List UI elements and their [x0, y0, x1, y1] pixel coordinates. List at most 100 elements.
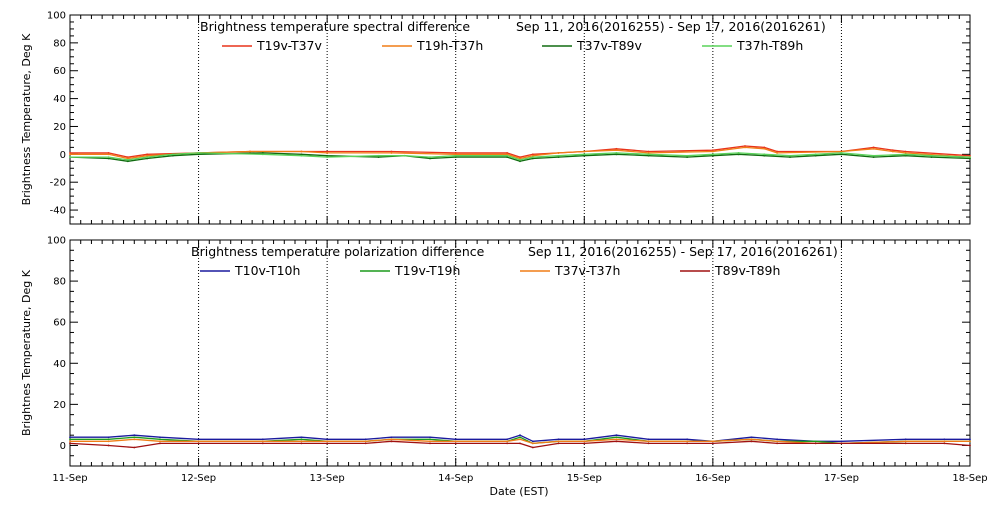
data-point	[506, 153, 509, 156]
data-point	[750, 436, 753, 439]
data-point	[454, 438, 457, 441]
data-point	[69, 442, 71, 445]
data-point	[69, 152, 71, 154]
data-point	[390, 436, 393, 439]
data-point	[776, 442, 779, 445]
data-point	[557, 440, 560, 443]
data-point	[146, 156, 149, 159]
data-point	[647, 442, 650, 445]
data-point	[146, 154, 149, 157]
data-point	[686, 156, 689, 159]
data-point	[519, 156, 521, 159]
data-point	[171, 153, 174, 156]
data-point	[107, 438, 110, 441]
data-point	[126, 157, 129, 160]
y-tick-label: 40	[53, 94, 66, 105]
data-point	[429, 436, 431, 439]
data-point	[454, 152, 457, 154]
data-point	[737, 152, 740, 154]
data-point	[429, 156, 431, 159]
data-point	[390, 152, 393, 154]
data-point	[969, 438, 971, 441]
data-point	[300, 154, 303, 157]
data-point	[647, 153, 650, 156]
chart-date-range: Sep 11, 2016(2016255) - Sep 17, 2016(201…	[528, 244, 838, 259]
data-point	[531, 153, 534, 156]
data-point	[519, 438, 521, 441]
data-point	[583, 438, 586, 441]
data-point	[615, 440, 618, 443]
data-point	[557, 442, 560, 445]
data-point	[261, 440, 264, 443]
data-point	[364, 442, 367, 445]
legend-label: T89v-T89h	[714, 263, 780, 278]
data-point	[615, 149, 618, 152]
data-point	[557, 438, 560, 441]
data-point	[126, 156, 129, 159]
data-point	[763, 146, 766, 149]
data-point	[69, 156, 71, 159]
data-point	[377, 154, 380, 157]
y-axis-title: Brightnes Temperature, Deg K	[20, 269, 33, 436]
data-point	[506, 152, 509, 154]
data-point	[506, 442, 509, 445]
data-point	[904, 150, 907, 153]
data-point	[107, 152, 110, 154]
data-point	[390, 438, 393, 441]
data-point	[300, 436, 303, 439]
data-point	[126, 159, 129, 161]
data-point	[519, 434, 521, 437]
data-point	[531, 446, 534, 449]
data-point	[454, 440, 457, 443]
data-point	[519, 442, 521, 445]
data-point	[943, 442, 946, 445]
y-tick-label: -40	[50, 206, 66, 217]
data-point	[326, 438, 329, 441]
data-point	[364, 438, 367, 441]
x-tick-label: 18-Sep	[952, 473, 987, 484]
data-point	[872, 156, 875, 159]
data-point	[872, 146, 875, 149]
data-point	[711, 440, 714, 443]
data-point	[814, 442, 817, 445]
data-point	[840, 153, 843, 156]
data-point	[506, 154, 509, 157]
data-point	[615, 153, 618, 156]
data-point	[300, 440, 303, 443]
data-point	[403, 154, 406, 157]
data-point	[390, 150, 393, 153]
data-point	[686, 440, 689, 443]
x-axis-title: Date (EST)	[489, 485, 548, 498]
data-point	[133, 436, 136, 439]
x-tick-label: 11-Sep	[52, 473, 87, 484]
data-point	[69, 438, 71, 441]
data-point	[686, 442, 689, 445]
x-tick-label: 16-Sep	[695, 473, 730, 484]
data-point	[159, 436, 161, 439]
data-point	[583, 154, 586, 157]
data-point	[146, 153, 149, 156]
x-tick-label: 17-Sep	[824, 473, 859, 484]
data-point	[531, 157, 534, 160]
data-point	[943, 440, 946, 443]
data-point	[429, 438, 431, 441]
data-point	[377, 156, 380, 159]
data-point	[904, 438, 907, 441]
data-point	[300, 442, 303, 445]
data-point	[969, 440, 971, 443]
data-point	[107, 157, 110, 160]
data-point	[300, 438, 303, 441]
data-point	[519, 436, 521, 439]
data-point	[776, 440, 779, 443]
data-point	[261, 438, 264, 441]
data-point	[686, 154, 689, 157]
data-point	[557, 156, 560, 159]
data-point	[930, 154, 933, 157]
y-tick-label: -20	[50, 178, 66, 189]
data-point	[107, 444, 110, 447]
data-point	[711, 150, 714, 153]
data-point	[390, 440, 393, 443]
legend-label: T37h-T89h	[736, 38, 803, 53]
data-point	[814, 153, 817, 156]
